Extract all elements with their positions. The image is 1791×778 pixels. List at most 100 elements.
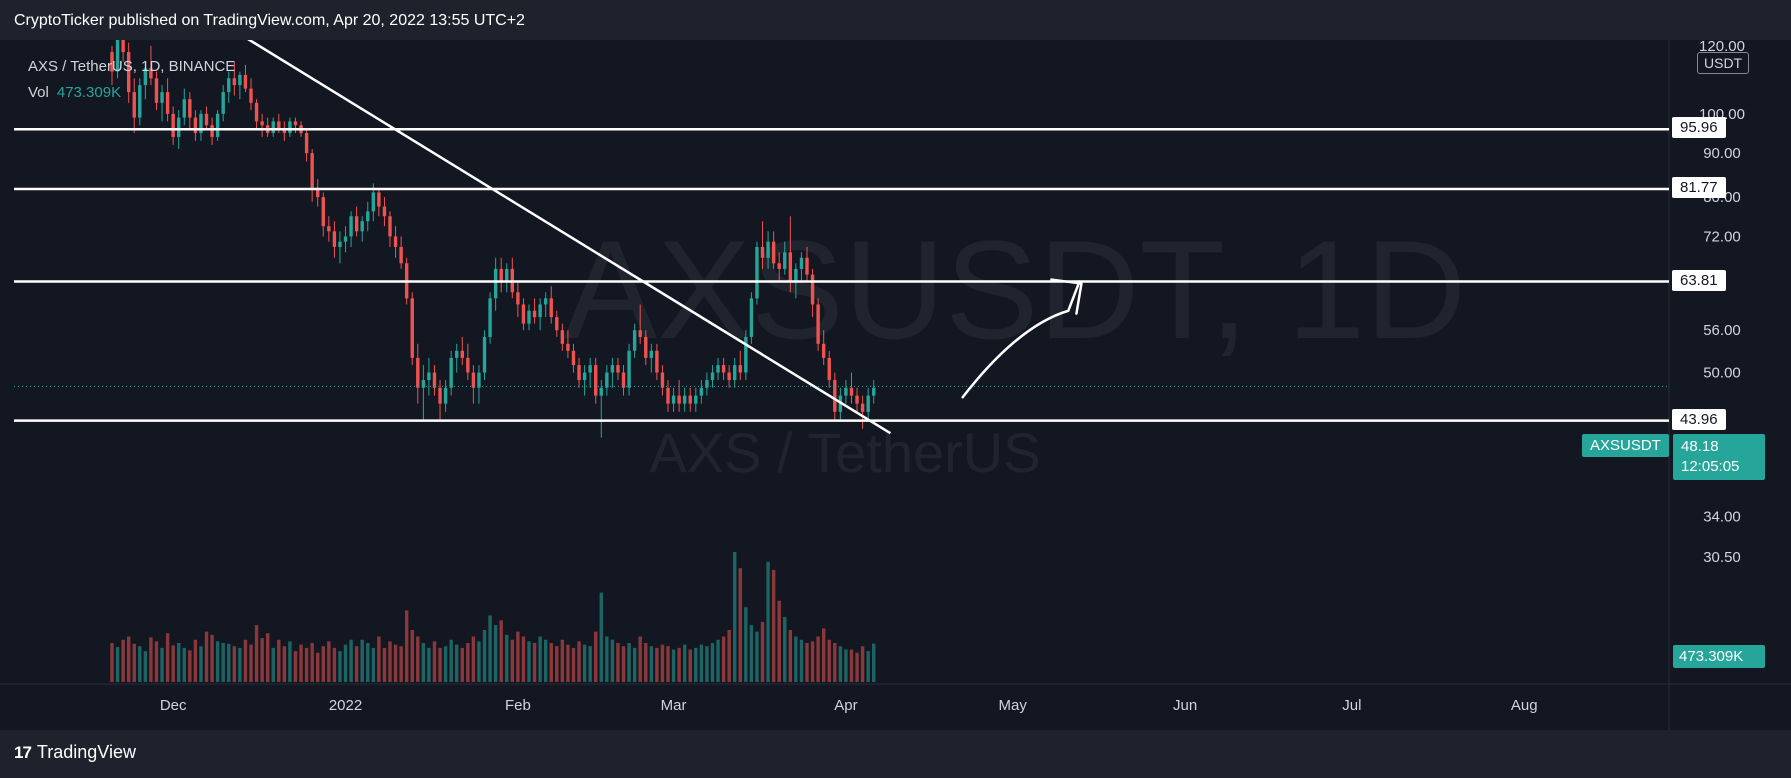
volume-bar [488,615,492,682]
volume-bar [377,636,381,682]
candle-body [710,372,715,381]
watermark-sub: AXS / TetherUS [649,421,1040,484]
volume-bar [132,643,136,682]
volume-bar [221,643,225,682]
candle-body [182,99,186,118]
volume-bar [393,644,398,682]
candle-body [805,257,809,275]
currency-badge[interactable]: USDT [1697,52,1750,74]
candle-body [582,372,587,381]
volume-bar [571,647,576,682]
volume-bar [493,625,498,682]
volume-bar [527,641,531,682]
volume-bar [432,641,437,682]
candles [110,40,876,438]
candle-body [638,330,642,337]
volume-bar [427,647,431,682]
candle-body [499,268,503,281]
volume-bar [816,636,820,682]
candle-body [349,216,353,237]
candle-body [505,268,509,281]
volume-bar [588,646,592,682]
candle-body [744,336,748,373]
volume-bar [399,646,403,682]
tradingview-logo-icon: 17 [14,742,32,762]
candle-body [138,85,142,118]
volume-bar [516,631,520,682]
candle-body [749,298,754,337]
candle-body [471,372,476,388]
volume-bar [388,641,392,682]
volume-bar [271,647,275,682]
candle-body [121,40,125,53]
volume-bar [438,647,442,682]
drawn-arrow [961,280,1081,399]
volume-bar [338,651,342,682]
candle-body [699,387,704,396]
level-tag: 63.81 [1672,269,1726,291]
volume-bar [627,643,631,682]
volume-bar [521,636,526,682]
candle-body [316,187,320,198]
volume-bar [649,646,654,682]
candle-body [377,192,381,207]
candle-body [821,343,826,358]
volume-bar [721,636,726,682]
candle-body [204,113,209,126]
candle-body [555,317,559,331]
candle-body [538,304,542,318]
legend-symbol[interactable]: AXS / TetherUS, 1D, BINANCE [28,58,236,75]
candle-body [427,372,431,381]
volume-bar [288,641,292,682]
volume-bar [783,617,787,682]
volume-bar [188,650,192,682]
candle-body [332,231,337,247]
candle-body [849,387,854,396]
volume-bar [327,641,331,682]
candle-body [872,387,876,396]
candle-body [655,350,659,373]
volume-bar [610,639,615,682]
candle-body [165,92,170,114]
candle-body [466,357,470,373]
candle-body [443,387,448,404]
current-price-value: 48.18 [1681,438,1719,455]
candle-body [221,92,225,114]
candle-body [560,330,565,344]
watermark-main: AXSUSDT, 1D [564,211,1466,368]
volume-bar [249,644,253,682]
volume-bar [265,633,270,682]
candle-body [327,226,331,232]
tradingview-logo[interactable]: 17 TradingView [14,742,136,763]
candle-body [177,117,181,137]
candle-body [521,304,526,324]
volume-bar [555,646,559,682]
candle-body [755,246,759,299]
volume-bar [543,639,548,682]
x-tick-label: Mar [661,697,687,714]
volume-bar [471,636,476,682]
candle-body [410,298,414,358]
candle-body [860,403,865,412]
volume-bar [366,643,370,682]
candle-body [566,343,570,351]
candle-body [388,216,392,237]
price-chart[interactable]: AXSUSDT, 1D AXS / TetherUS 120.00100.009… [0,40,1791,730]
x-tick-label: Jul [1342,697,1361,714]
volume-bar [416,636,420,682]
candle-body [766,241,770,258]
candle-body [616,365,620,373]
candle-body [777,263,781,269]
candle-body [232,78,237,86]
candle-body [254,102,259,122]
legend-volume[interactable]: Vol 473.309K [28,80,235,106]
x-tick-label: 2022 [329,697,362,714]
volume-bar [760,621,765,682]
candle-body [249,88,253,103]
volume-bar [805,643,809,682]
volume-bar [621,646,626,682]
volume-bar [410,630,414,682]
volume-bar [771,569,776,682]
candle-body [727,372,731,381]
candle-body [532,310,537,318]
